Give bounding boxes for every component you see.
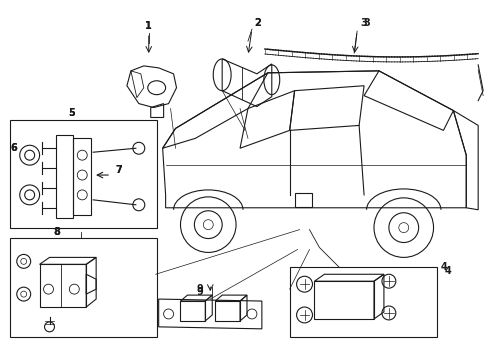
Text: 1: 1: [145, 21, 152, 31]
Text: 3: 3: [363, 18, 370, 28]
Text: 5: 5: [68, 108, 75, 117]
Text: 1: 1: [145, 21, 152, 31]
Text: 7: 7: [115, 165, 122, 175]
Text: 9: 9: [197, 284, 203, 294]
Text: 8: 8: [53, 226, 60, 237]
Text: 4: 4: [444, 266, 451, 276]
Text: 6: 6: [10, 143, 17, 153]
Text: 7: 7: [115, 165, 122, 175]
Text: 2: 2: [254, 18, 261, 28]
Text: 4: 4: [440, 262, 447, 272]
Text: 2: 2: [254, 18, 261, 28]
Bar: [289, 267, 436, 337]
Bar: [294, 193, 312, 207]
Text: 3: 3: [360, 18, 366, 28]
Bar: [10, 121, 156, 228]
Text: 9: 9: [197, 287, 203, 297]
Text: 5: 5: [68, 108, 75, 117]
Text: 8: 8: [53, 226, 60, 237]
Bar: [10, 238, 156, 337]
Text: 6: 6: [10, 143, 17, 153]
